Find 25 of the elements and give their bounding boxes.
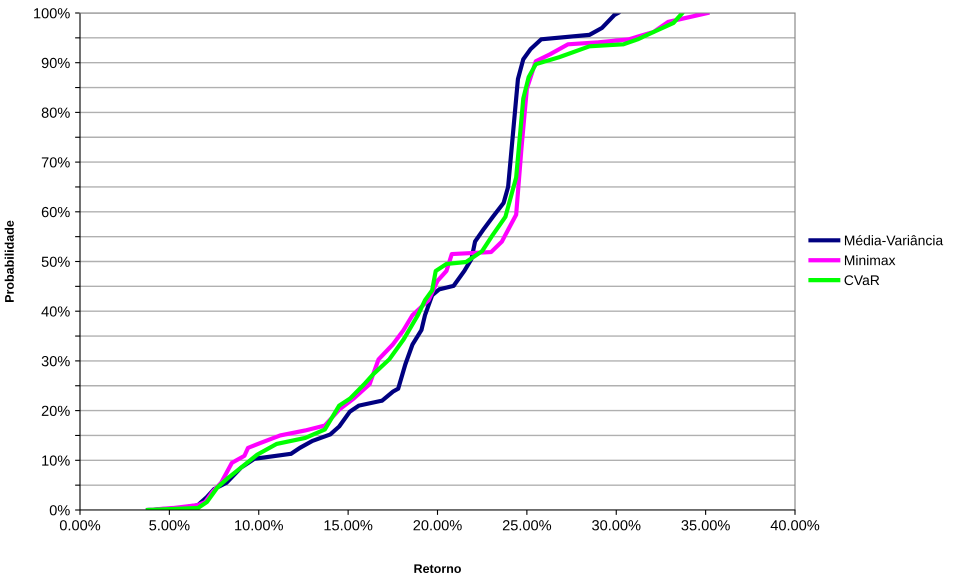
legend-label: Minimax bbox=[844, 255, 896, 266]
x-tick-label: 20.00% bbox=[414, 520, 462, 530]
y-tick-label: 90% bbox=[42, 58, 70, 68]
x-axis-title: Retorno bbox=[414, 564, 461, 574]
y-axis-title: Probabilidade bbox=[4, 220, 14, 302]
x-tick-label: 0.00% bbox=[60, 520, 100, 530]
y-tick-label: 70% bbox=[42, 157, 70, 168]
y-tick-label: 50% bbox=[42, 256, 70, 267]
y-tick-label: 20% bbox=[42, 406, 70, 416]
y-tick-label: 60% bbox=[42, 206, 70, 218]
x-tick-label: 10.00% bbox=[235, 520, 283, 530]
y-tick-label: 100% bbox=[34, 8, 70, 18]
x-tick-label: 40.00% bbox=[770, 520, 820, 530]
legend-label: CVaR bbox=[844, 275, 880, 286]
x-tick-label: 25.00% bbox=[502, 520, 552, 530]
legend-label: Média-Variância bbox=[844, 234, 944, 246]
x-tick-label: 5.00% bbox=[149, 520, 190, 530]
y-tick-label: 80% bbox=[42, 108, 70, 118]
y-tick-label: 40% bbox=[41, 306, 70, 317]
x-tick-label: 30.00% bbox=[592, 520, 640, 530]
y-tick-label: 10% bbox=[42, 455, 70, 466]
x-tick-label: 35.00% bbox=[681, 520, 730, 530]
y-tick-label: 30% bbox=[42, 356, 70, 366]
x-tick-label: 15.00% bbox=[324, 520, 372, 530]
y-tick-label: 0% bbox=[50, 505, 70, 516]
